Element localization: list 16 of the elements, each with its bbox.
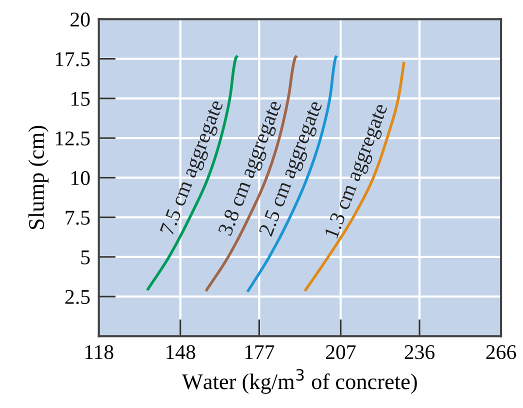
- x-tick-label: 118: [85, 345, 114, 360]
- y-tick-label: 7.5: [66, 210, 90, 225]
- x-tick-label: 207: [326, 345, 356, 360]
- y-tick-label: 5: [81, 250, 90, 264]
- x-tick-label: 148: [166, 345, 196, 360]
- y-tick-label: 10: [72, 171, 90, 186]
- x-tick-label: 266: [486, 345, 516, 360]
- y-tick-label: 12.5: [56, 131, 90, 146]
- x-tick-label: 236: [404, 345, 435, 360]
- y-tick-label: 17.5: [56, 52, 90, 66]
- x-tick-label: 177: [245, 345, 274, 359]
- y-tick-label: 15: [72, 92, 90, 106]
- y-axis-title: Slump (cm): [28, 126, 48, 229]
- y-tick-label: 2.5: [65, 290, 90, 304]
- y-tick-label: 20: [70, 12, 90, 27]
- x-axis-title: Water (kg/m$^{3}$ of concrete): [182, 368, 417, 394]
